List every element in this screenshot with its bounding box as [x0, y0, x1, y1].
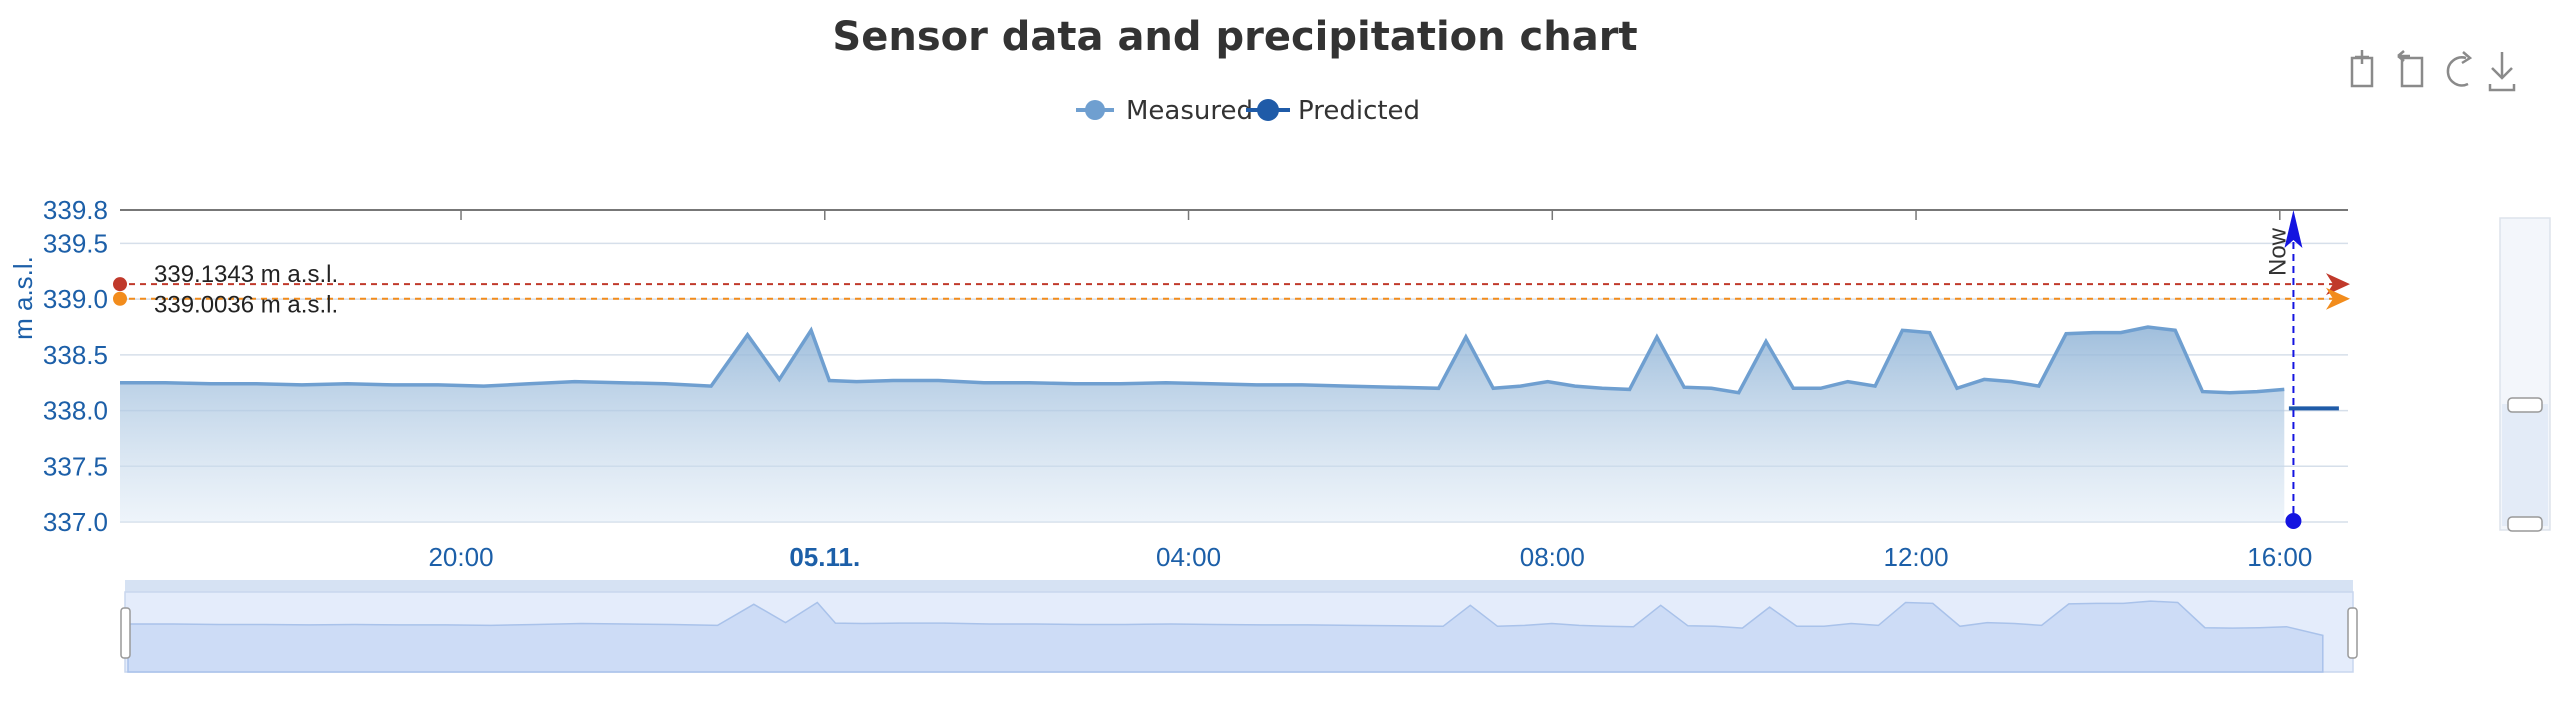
x-tick-label: 05.11. [789, 542, 860, 572]
threshold-dot-1 [113, 291, 127, 306]
legend-label-predicted: Predicted [1298, 96, 1420, 126]
x-tick-label: 12:00 [1884, 542, 1949, 572]
legend-item-predicted[interactable]: Predicted [1246, 96, 1420, 126]
threshold-label-0: 339.1343 m a.s.l. [154, 261, 338, 288]
now-marker: Now [2264, 210, 2303, 529]
x-tick-label: 08:00 [1520, 542, 1585, 572]
y-tick-label: 339.8 [43, 195, 108, 225]
zoom-in-icon[interactable] [2350, 50, 2374, 88]
legend-item-measured[interactable]: Measured [1076, 96, 1253, 126]
measured-line [120, 325, 2285, 395]
navigator-handle-right[interactable] [2347, 607, 2358, 659]
refresh-icon[interactable] [2446, 51, 2473, 87]
vertical-slider-handle-bottom[interactable] [2507, 516, 2543, 532]
x-tick-label: 16:00 [2247, 542, 2312, 572]
x-tick-label: 04:00 [1156, 542, 1221, 572]
y-axis-label: m a.s.l. [8, 256, 38, 340]
legend-marker-predicted [1257, 99, 1279, 121]
navigator-area [127, 600, 2324, 673]
chart-title: Sensor data and precipitation chart [832, 14, 1637, 60]
threshold-dot-0 [113, 277, 127, 292]
navigator[interactable] [120, 580, 2358, 673]
y-tick-label: 339.5 [43, 228, 108, 258]
now-dot [2285, 513, 2302, 529]
threshold-label-1: 339.0036 m a.s.l. [154, 292, 338, 319]
x-tick-label: 20:00 [428, 542, 493, 572]
y-tick-label: 339.0 [43, 284, 108, 314]
vertical-slider-window[interactable] [2502, 404, 2548, 526]
y-tick-label: 338.0 [43, 396, 108, 426]
plot-area [120, 325, 2339, 522]
thresholds: 339.1343 m a.s.l. 339.0036 m a.s.l. [113, 261, 2350, 319]
legend-label-measured: Measured [1126, 96, 1253, 126]
zoom-reset-icon[interactable] [2397, 50, 2424, 88]
now-label: Now [2264, 227, 2291, 276]
y-tick-label: 337.5 [43, 451, 108, 481]
navigator-series [127, 600, 2324, 673]
measured-area [120, 327, 2285, 522]
threshold-arrow-1 [2326, 287, 2350, 310]
vertical-slider-handle-top[interactable] [2507, 397, 2543, 413]
threshold-arrow-0 [2326, 273, 2350, 296]
y-tick-label: 337.0 [43, 507, 108, 537]
now-arrow [2284, 210, 2303, 248]
x-axis: 20:00 05.11. 04:00 08:00 12:00 16:00 [428, 542, 2312, 572]
download-icon[interactable] [2488, 52, 2516, 92]
vertical-slider[interactable] [2499, 217, 2551, 532]
navigator-track[interactable] [125, 580, 2353, 592]
y-tick-label: 338.5 [43, 340, 108, 370]
legend: Measured Predicted [1076, 96, 1420, 126]
navigator-handle-left[interactable] [120, 607, 131, 659]
toolbar [2350, 50, 2516, 92]
legend-marker-measured [1085, 100, 1105, 120]
